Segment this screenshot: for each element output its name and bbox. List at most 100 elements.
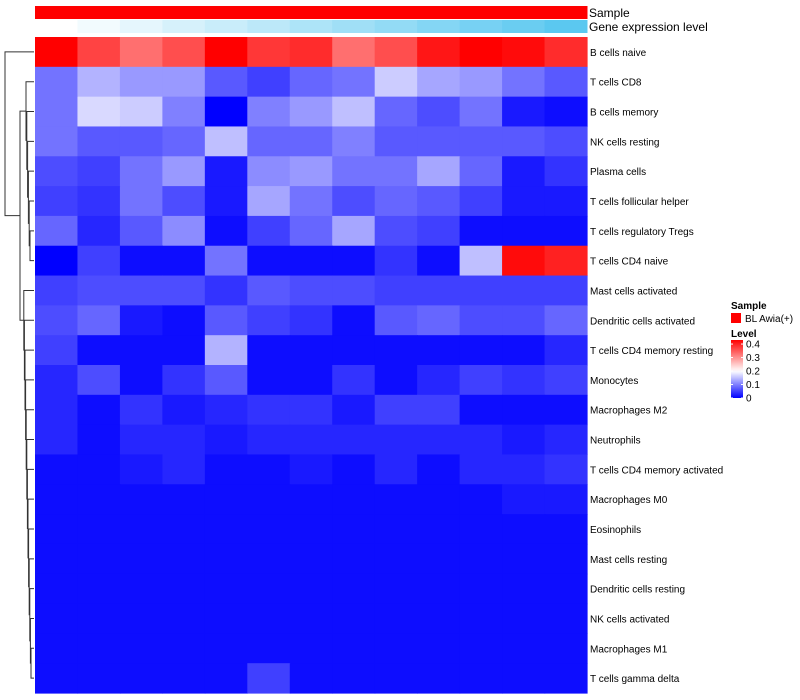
- heatmap-cell: [204, 394, 248, 426]
- heatmap-cell: [77, 365, 121, 396]
- heatmap-cell: [374, 126, 418, 157]
- heatmap-cell: [289, 633, 333, 664]
- heatmap-cell: [162, 424, 206, 456]
- heatmap-cell: [162, 305, 206, 336]
- heatmap-cell: [247, 573, 291, 605]
- heatmap-cell: [502, 305, 546, 336]
- heatmap-cell: [204, 543, 248, 575]
- heatmap-cell: [162, 484, 206, 515]
- heatmap-cell: [35, 126, 79, 157]
- row-label: T cells CD4 memory resting: [590, 346, 713, 357]
- heatmap-cell: [35, 275, 79, 306]
- heatmap-cell: [119, 633, 163, 664]
- legend-level-title: Level: [731, 329, 757, 340]
- row-label: Dendritic cells activated: [590, 316, 695, 327]
- dendrogram-link: [29, 230, 34, 262]
- expression-annotation-cell: [544, 20, 588, 33]
- heatmap-cell: [289, 365, 333, 396]
- heatmap-cell: [332, 126, 376, 157]
- heatmap-cell: [35, 663, 79, 694]
- heatmap-cells: [35, 37, 588, 694]
- heatmap-cell: [35, 186, 79, 217]
- heatmap-cell: [119, 663, 163, 694]
- heatmap-cell: [77, 305, 121, 336]
- heatmap-cell: [502, 245, 546, 277]
- heatmap-cell: [544, 543, 588, 575]
- heatmap-cell: [459, 633, 503, 664]
- heatmap-cell: [332, 424, 376, 456]
- heatmap-cell: [502, 424, 546, 456]
- heatmap-cell: [35, 215, 79, 247]
- sample-track-label: Sample: [589, 6, 630, 20]
- heatmap-cell: [119, 96, 163, 128]
- heatmap-cell: [502, 454, 546, 485]
- row-label: B cells memory: [590, 108, 658, 119]
- heatmap-cell: [417, 186, 461, 217]
- heatmap-cell: [119, 484, 163, 515]
- heatmap-cell: [417, 454, 461, 485]
- heatmap-cell: [374, 514, 418, 545]
- heatmap-cell: [459, 543, 503, 575]
- heatmap-cell: [502, 543, 546, 575]
- heatmap-cell: [119, 66, 163, 98]
- heatmap-cell: [417, 215, 461, 247]
- heatmap-cell: [247, 66, 291, 98]
- row-label: Plasma cells: [590, 167, 646, 178]
- heatmap-cell: [247, 394, 291, 426]
- heatmap-cell: [204, 126, 248, 157]
- heatmap-cell: [459, 37, 503, 68]
- heatmap-cell: [502, 186, 546, 217]
- heatmap-cell: [289, 514, 333, 545]
- heatmap-cell: [247, 126, 291, 157]
- heatmap-cell: [204, 603, 248, 634]
- heatmap-cell: [332, 275, 376, 306]
- heatmap-cell: [459, 454, 503, 485]
- heatmap-cell: [162, 573, 206, 605]
- heatmap-cell: [204, 365, 248, 396]
- heatmap-cell: [35, 66, 79, 98]
- row-label: T cells CD4 naive: [590, 257, 669, 268]
- heatmap-cell: [544, 275, 588, 306]
- heatmap-cell: [332, 37, 376, 68]
- heatmap-cell: [332, 215, 376, 247]
- heatmap-cell: [204, 484, 248, 515]
- sample-annotation-cell: [374, 6, 418, 19]
- row-label: Mast cells activated: [590, 286, 677, 297]
- heatmap-cell: [162, 335, 206, 366]
- heatmap-cell: [502, 126, 546, 157]
- sample-annotation-cell: [162, 6, 206, 19]
- heatmap-cell: [162, 514, 206, 545]
- heatmap-cell: [374, 603, 418, 634]
- sample-annotation-cell: [289, 6, 333, 19]
- row-label: NK cells activated: [590, 614, 669, 625]
- heatmap-cell: [502, 365, 546, 396]
- heatmap-cell: [35, 454, 79, 485]
- row-label: T cells regulatory Tregs: [590, 227, 694, 238]
- heatmap-cell: [502, 484, 546, 515]
- heatmap-cell: [77, 454, 121, 485]
- heatmap-cell: [502, 96, 546, 128]
- sample-annotation-cell: [544, 6, 588, 19]
- heatmap-cell: [417, 245, 461, 277]
- heatmap-cell: [289, 66, 333, 98]
- heatmap-cell: [459, 245, 503, 277]
- row-label: B cells naive: [590, 48, 647, 59]
- heatmap-cell: [162, 215, 206, 247]
- heatmap-cell: [332, 514, 376, 545]
- heatmap-cell: [119, 454, 163, 485]
- heatmap-cell: [119, 215, 163, 247]
- heatmap-cell: [162, 365, 206, 396]
- heatmap-cell: [162, 156, 206, 187]
- heatmap-cell: [204, 245, 248, 277]
- sample-annotation-cell: [332, 6, 376, 19]
- row-label: Macrophages M0: [590, 495, 668, 506]
- heatmap-cell: [332, 484, 376, 515]
- heatmap-cell: [204, 96, 248, 128]
- heatmap-cell: [502, 335, 546, 366]
- heatmap-cell: [162, 633, 206, 664]
- row-label: Eosinophils: [590, 525, 641, 536]
- heatmap-cell: [374, 96, 418, 128]
